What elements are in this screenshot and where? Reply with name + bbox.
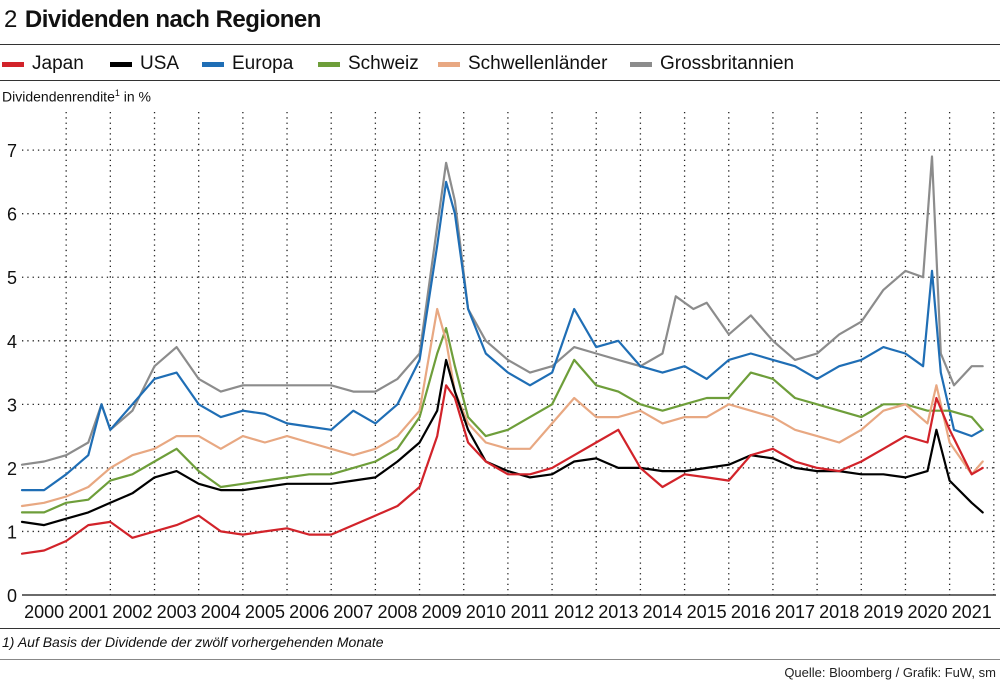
legend-label: Japan: [32, 53, 84, 74]
x-tick-label: 2018: [819, 602, 859, 622]
figure-title: Dividenden nach Regionen: [24, 6, 322, 33]
legend-swatch: [438, 61, 460, 67]
x-tick-label: 2010: [466, 602, 506, 622]
chart-title: 2 Dividenden nach Regionen: [4, 6, 321, 34]
x-tick-label: 2008: [377, 602, 417, 622]
legend-label: Schweiz: [348, 53, 419, 74]
footnote-rule-top: [0, 628, 1000, 629]
legend-item-schweiz: Schweiz: [318, 50, 419, 78]
y-tick-label: 0: [7, 586, 17, 606]
legend-swatch: [630, 61, 652, 67]
title-rule: [0, 44, 1000, 45]
series-line-japan: [20, 384, 984, 555]
x-tick-label: 2015: [687, 602, 727, 622]
x-tick-label: 2021: [952, 602, 992, 622]
y-tick-label: 3: [7, 395, 17, 415]
y-axis-label-unit: in %: [119, 88, 151, 105]
x-tick-label: 2000: [24, 602, 64, 622]
legend-swatch: [202, 61, 224, 67]
legend-swatch: [2, 61, 24, 67]
y-tick-label: 1: [7, 522, 17, 542]
series-lines: [20, 155, 984, 555]
axes: 0 1 2 3 4 5 6 7 2000 2001 2002 2003 2004 2005 2006 2007…: [7, 141, 996, 622]
x-tick-label: 2003: [157, 602, 197, 622]
x-tick-label: 2017: [775, 602, 815, 622]
x-tick-label: 2009: [422, 602, 462, 622]
y-tick-label: 7: [7, 141, 17, 161]
x-tick-label: 2019: [863, 602, 903, 622]
series-line-grossbritannien: [20, 155, 984, 466]
x-tick-label: 2013: [598, 602, 638, 622]
x-tick-label: 2004: [201, 602, 241, 622]
series-line-europa: [20, 180, 984, 492]
figure-number: 2: [4, 6, 17, 33]
legend-swatch: [110, 61, 132, 67]
x-tick-label: 2011: [511, 602, 550, 622]
y-tick-label: 5: [7, 268, 17, 288]
series-line-schwellenländer: [20, 307, 984, 508]
y-axis-label-footnote-mark: 1: [114, 88, 120, 98]
x-tick-label: 2001: [68, 602, 108, 622]
legend-item-grossbritannien: Grossbritannien: [630, 50, 794, 78]
x-tick-label: 2002: [112, 602, 152, 622]
y-tick-label: 6: [7, 205, 17, 225]
x-tick-label: 2014: [642, 602, 682, 622]
legend-label: Grossbritannien: [660, 53, 795, 74]
y-axis-label-text: Dividendenrendite: [2, 88, 115, 105]
x-tick-label: 2020: [908, 602, 948, 622]
legend-label: USA: [140, 53, 180, 74]
legend-label: Europa: [232, 53, 294, 74]
x-tick-label: 2007: [333, 602, 373, 622]
source-credit: Quelle: Bloomberg / Grafik: FuW, sm: [784, 665, 996, 680]
legend-rule: [0, 80, 1000, 81]
series-line-usa: [20, 358, 984, 527]
y-tick-label: 4: [7, 332, 17, 352]
footnote: 1) Auf Basis der Dividende der zwölf vor…: [2, 634, 384, 650]
x-tick-label: 2016: [731, 602, 771, 622]
footnote-rule-bottom: [0, 659, 1000, 660]
x-tick-label: 2005: [245, 602, 285, 622]
y-axis-label: Dividendenrendite1 in %: [2, 88, 151, 105]
legend-label: Schwellenländer: [468, 53, 608, 74]
grid: [22, 112, 996, 595]
x-tick-label: 2006: [289, 602, 329, 622]
legend: Japan USA Europa Schweiz Schwellenländer…: [0, 50, 1000, 78]
legend-swatch: [318, 61, 340, 67]
series-line-schweiz: [20, 327, 984, 514]
legend-item-europa: Europa: [202, 50, 293, 78]
legend-item-schwellenlaender: Schwellenländer: [438, 50, 607, 78]
y-tick-label: 2: [7, 459, 17, 479]
legend-item-usa: USA: [110, 50, 179, 78]
x-tick-label: 2012: [554, 602, 594, 622]
legend-item-japan: Japan: [2, 50, 84, 78]
